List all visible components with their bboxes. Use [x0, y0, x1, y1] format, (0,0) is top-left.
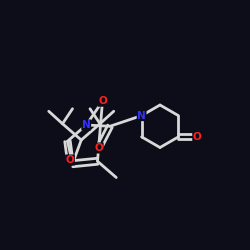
Text: O: O: [98, 96, 107, 106]
Text: N: N: [82, 120, 90, 130]
Text: N: N: [137, 110, 146, 121]
Text: O: O: [94, 143, 103, 153]
Text: O: O: [66, 155, 74, 165]
Text: O: O: [193, 132, 202, 142]
